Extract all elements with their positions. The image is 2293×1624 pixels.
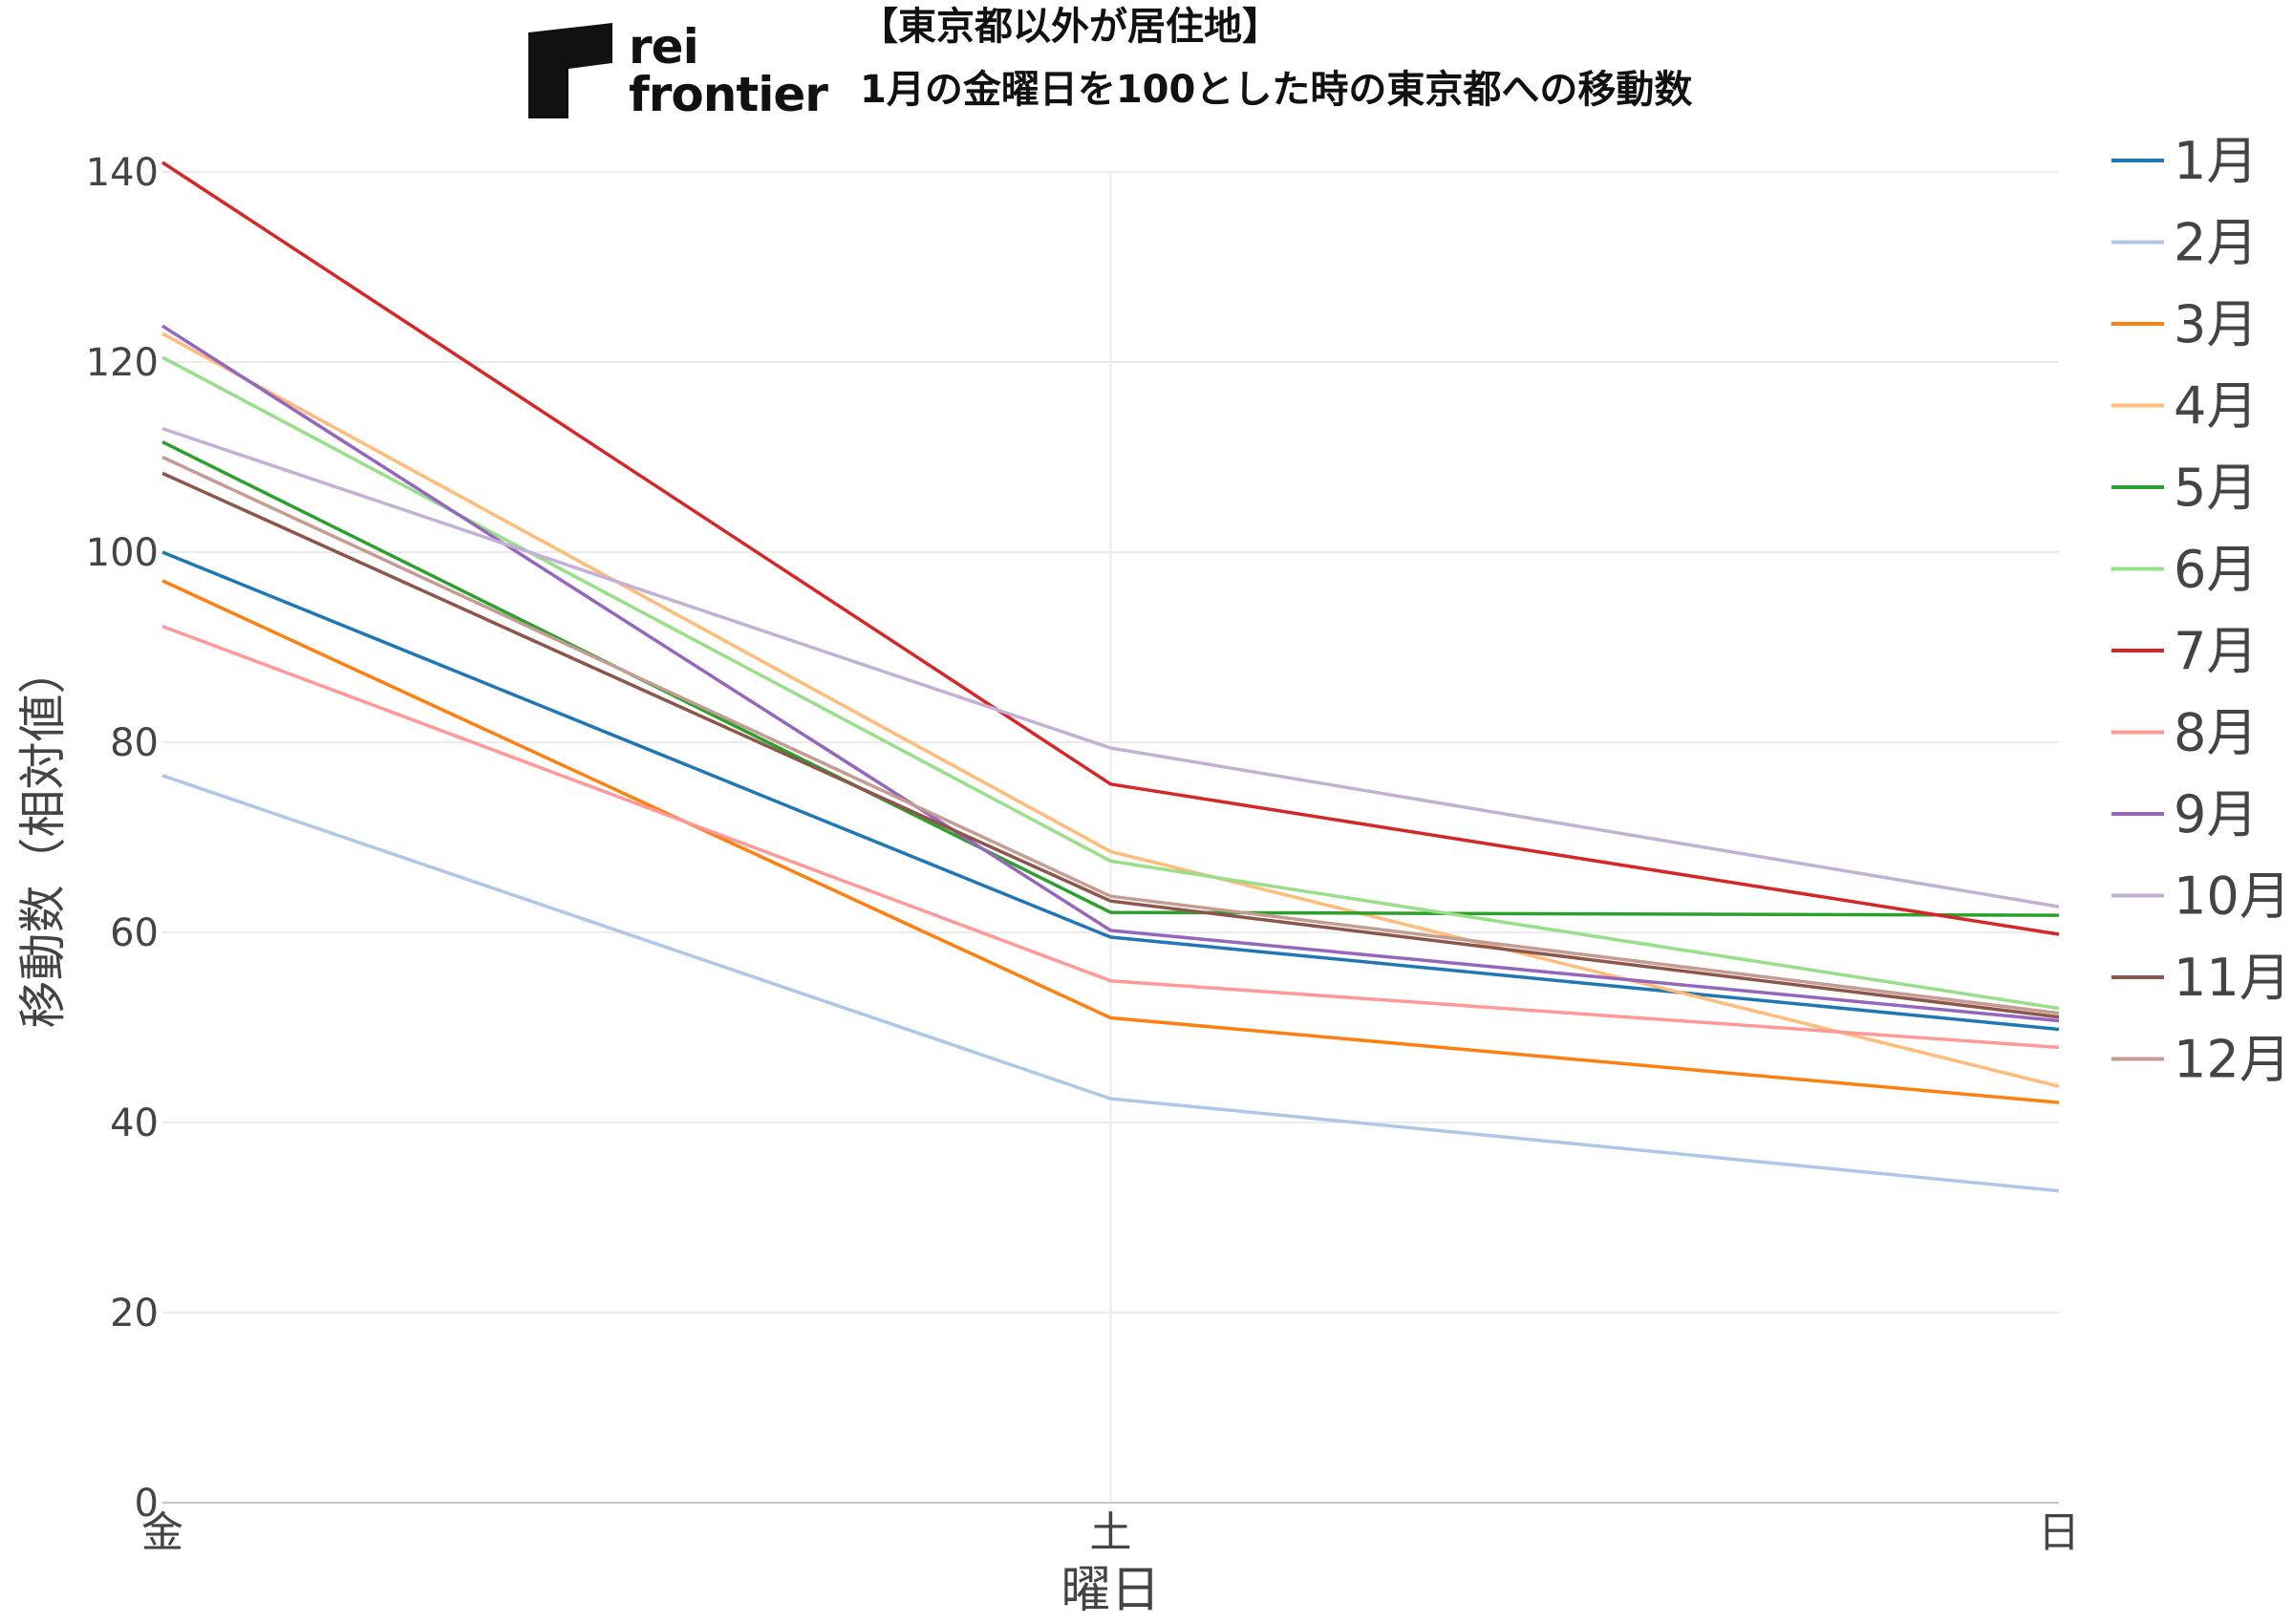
axis-layer: 0 20 40 60 80 100 120 140 金 土 日曜日 移動数（相対値） [15,151,2080,1619]
y-tick-label: 40 [110,1101,159,1145]
series-layer [161,160,2060,1193]
y-tick-label: 60 [110,911,159,955]
logo-mark-icon [528,23,612,118]
legend-label: 4月 [2174,376,2258,437]
series-line-6月 [161,355,2060,1011]
x-axis-title: 曜日 [1061,1562,1160,1619]
logo-text-rei: rei [629,19,699,75]
legend-label: 12月 [2174,1030,2291,1090]
legend-label: 6月 [2174,540,2258,600]
series-line-12月 [161,455,2060,1015]
series-line-8月 [161,624,2060,1050]
series-line-2月 [161,774,2060,1193]
chart-title: 【東京都以外が居住地】 [860,5,1280,49]
y-tick-label: 100 [86,531,159,575]
x-tick-label: 土 [1090,1508,1132,1557]
legend-label: 9月 [2174,784,2258,844]
legend-label: 7月 [2174,621,2258,681]
y-tick-label: 0 [135,1482,159,1526]
brand-logo: rei frontier [528,23,834,128]
x-tick-label: 日 [2038,1508,2080,1557]
series-line-4月 [161,331,2060,1088]
legend-label: 8月 [2174,703,2258,763]
legend-label: 10月 [2174,866,2291,927]
y-tick-label: 140 [86,151,159,195]
logo-text-frontier: frontier [629,67,828,122]
y-tick-label: 20 [110,1292,159,1336]
series-line-10月 [161,426,2060,908]
series-line-3月 [161,579,2060,1104]
legend-label: 11月 [2174,948,2291,1008]
legend-label: 2月 [2174,213,2258,273]
chart-subtitle: 1月の金曜日を100とした時の東京都への移動数 [860,68,1693,112]
legend-label: 1月 [2174,131,2258,191]
y-tick-label: 120 [86,341,159,385]
legend-label: 5月 [2174,458,2258,518]
x-tick-label: 金 [141,1508,183,1557]
legend: 1月 2月 3月 4月 5月 6月 7月 8月 9月 10月 11月 12月 [2111,131,2291,1090]
series-line-7月 [161,160,2060,936]
y-tick-label: 80 [110,721,159,765]
series-line-9月 [161,324,2060,1023]
grid-layer [162,171,2059,1503]
series-line-11月 [161,471,2060,1019]
y-axis-title: 移動数（相対値） [15,647,71,1029]
legend-label: 3月 [2174,294,2258,354]
series-line-1月 [161,550,2060,1032]
series-line-5月 [161,440,2060,917]
